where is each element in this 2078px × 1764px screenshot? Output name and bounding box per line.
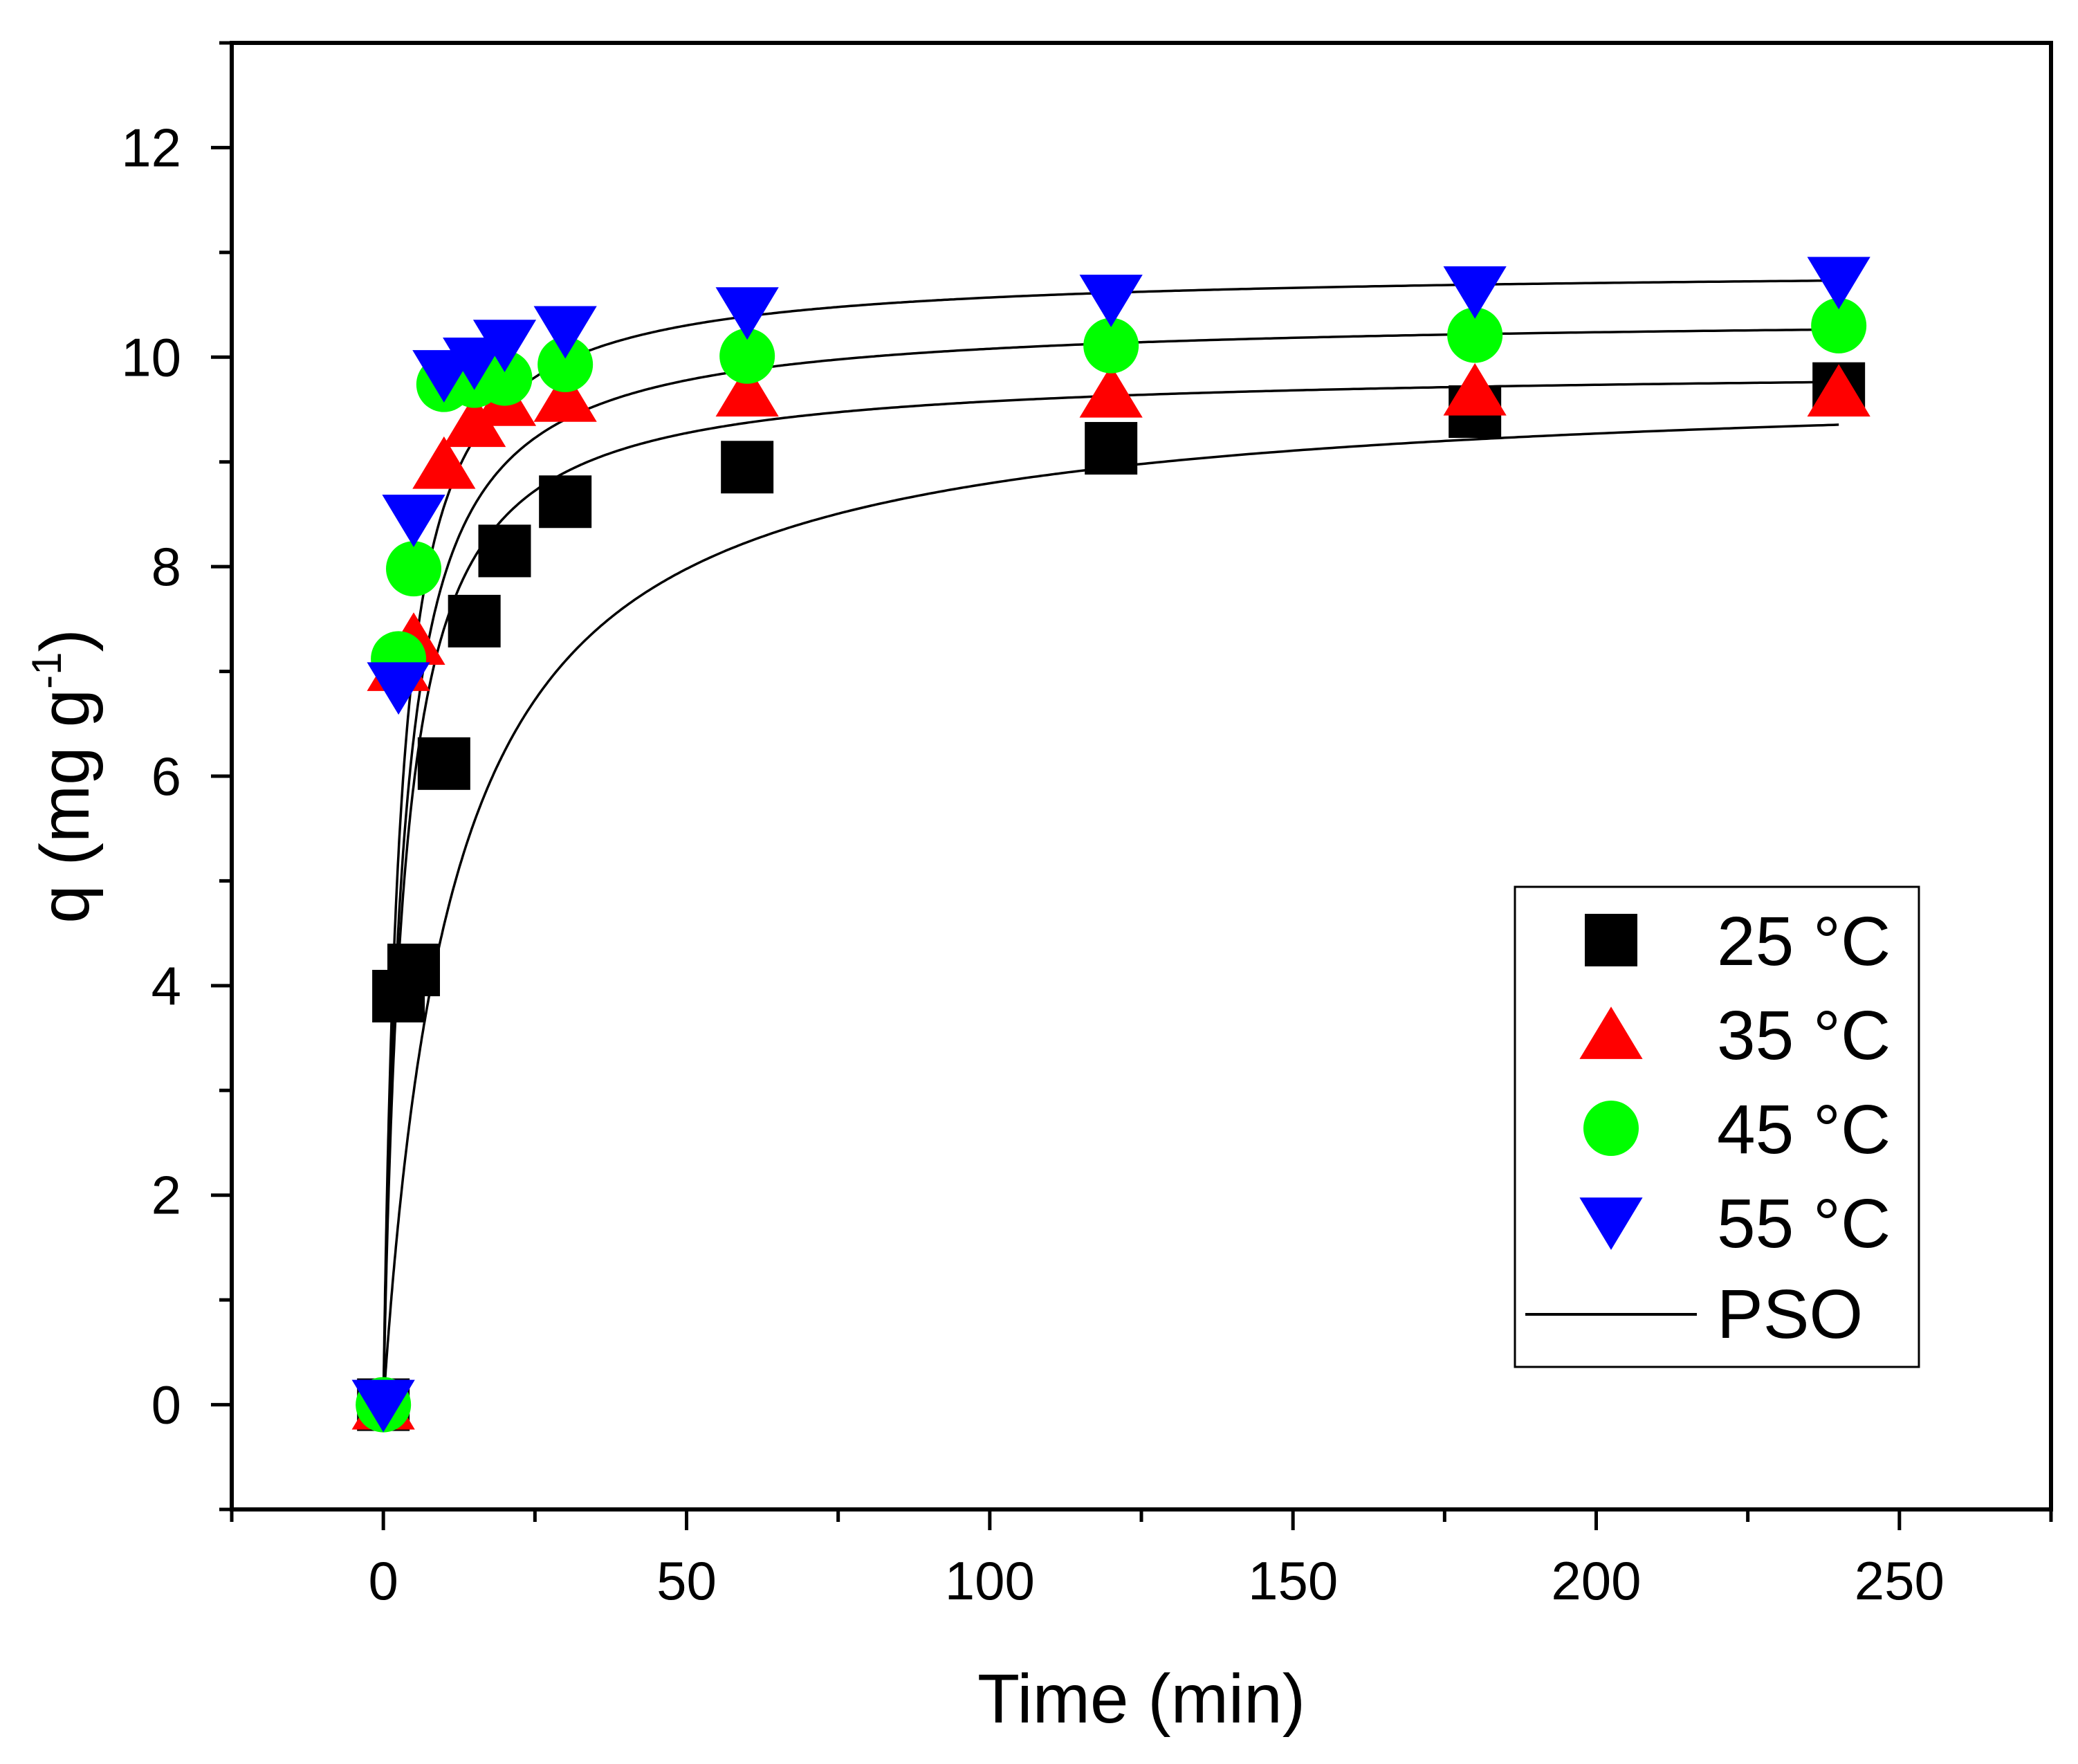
data-point bbox=[715, 287, 779, 340]
data-point bbox=[387, 944, 440, 997]
fit-curve bbox=[382, 423, 1839, 1405]
y-tick-label: 6 bbox=[151, 746, 181, 807]
y-axis-ticks: 0 2 4 6 8 10 12 bbox=[121, 41, 232, 1512]
data-point bbox=[443, 337, 506, 390]
data-point bbox=[1083, 318, 1139, 374]
data-point bbox=[719, 328, 775, 384]
data-point bbox=[1447, 307, 1503, 363]
legend-label: 25 °C bbox=[1717, 903, 1891, 980]
data-point bbox=[478, 524, 531, 578]
data-point bbox=[533, 306, 597, 359]
legend-marker bbox=[1585, 914, 1637, 966]
data-point bbox=[1807, 257, 1870, 310]
y-tick-label: 12 bbox=[121, 117, 181, 178]
data-point bbox=[1079, 275, 1143, 327]
y-axis-title: q (mg g-1) bbox=[24, 629, 104, 924]
data-point bbox=[1807, 364, 1870, 417]
fit-curve bbox=[382, 380, 1839, 1405]
y-tick-label: 8 bbox=[151, 536, 181, 597]
y-axis-title-superscript: -1 bbox=[24, 652, 70, 688]
data-point bbox=[351, 1379, 415, 1433]
y-tick-label: 4 bbox=[151, 955, 181, 1016]
data-point bbox=[533, 369, 597, 422]
data-point bbox=[1811, 297, 1867, 353]
data-point bbox=[1085, 422, 1138, 475]
x-tick-label: 200 bbox=[1551, 1550, 1641, 1611]
data-point bbox=[412, 436, 476, 489]
y-axis-title-close: ) bbox=[26, 629, 104, 652]
x-axis-ticks: 0 50 100 150 200 250 bbox=[230, 1509, 2053, 1611]
legend-marker bbox=[1579, 1197, 1643, 1250]
data-point bbox=[539, 475, 592, 529]
y-tick-label: 10 bbox=[121, 327, 181, 387]
data-point bbox=[443, 394, 506, 448]
data-point bbox=[477, 350, 533, 406]
y-tick-label: 0 bbox=[151, 1375, 181, 1435]
data-point bbox=[367, 662, 430, 715]
x-axis-title: Time (min) bbox=[977, 1660, 1305, 1738]
fit-curve bbox=[382, 328, 1839, 1405]
y-tick-label: 2 bbox=[151, 1165, 181, 1226]
data-point bbox=[448, 594, 501, 647]
data-point bbox=[1443, 362, 1507, 416]
x-tick-label: 250 bbox=[1855, 1550, 1944, 1611]
legend-label: 55 °C bbox=[1717, 1185, 1891, 1262]
data-point bbox=[382, 495, 445, 547]
y-axis-title-main: q (mg g bbox=[26, 689, 104, 924]
x-tick-label: 0 bbox=[368, 1550, 398, 1611]
data-markers bbox=[351, 257, 1870, 1433]
data-point bbox=[386, 541, 441, 597]
data-point bbox=[417, 737, 470, 790]
data-point bbox=[472, 320, 537, 373]
x-tick-label: 150 bbox=[1248, 1550, 1338, 1611]
legend-label: 35 °C bbox=[1717, 997, 1891, 1074]
legend-marker bbox=[1583, 1101, 1639, 1156]
legend: 25 °C 35 °C 45 °C 55 °C PSO bbox=[1514, 885, 1920, 1368]
data-point bbox=[721, 441, 774, 494]
data-point bbox=[715, 364, 779, 417]
legend-box bbox=[1514, 885, 1920, 1368]
legend-marker bbox=[1579, 1007, 1643, 1059]
data-point bbox=[1079, 365, 1143, 418]
data-point bbox=[1443, 266, 1507, 319]
data-point bbox=[537, 336, 594, 392]
legend-fit-label: PSO bbox=[1717, 1276, 1863, 1353]
legend-label: 45 °C bbox=[1717, 1091, 1891, 1168]
x-tick-label: 100 bbox=[945, 1550, 1035, 1611]
x-tick-label: 50 bbox=[656, 1550, 717, 1611]
